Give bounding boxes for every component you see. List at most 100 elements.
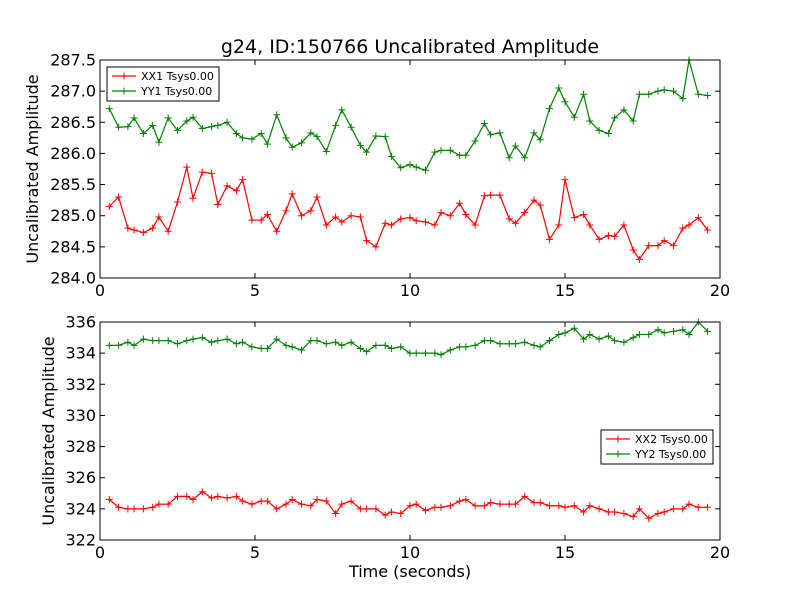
data-point bbox=[704, 327, 712, 335]
data-point bbox=[635, 90, 643, 98]
data-point bbox=[437, 146, 445, 154]
data-point bbox=[431, 148, 439, 156]
data-point bbox=[164, 337, 172, 345]
data-point bbox=[322, 340, 330, 348]
data-point bbox=[174, 492, 181, 500]
y-tick-label: 286.0 bbox=[50, 144, 96, 163]
data-point bbox=[183, 117, 191, 125]
data-point bbox=[604, 129, 612, 137]
data-point bbox=[645, 330, 653, 338]
data-point bbox=[307, 502, 315, 510]
data-point bbox=[124, 338, 132, 346]
data-point bbox=[412, 500, 420, 508]
legend-box bbox=[106, 66, 220, 102]
data-point bbox=[322, 148, 330, 156]
data-point bbox=[487, 191, 495, 199]
data-point bbox=[620, 106, 628, 114]
data-point bbox=[208, 338, 216, 346]
y-tick-label: 286.5 bbox=[50, 113, 96, 132]
data-point bbox=[496, 129, 504, 137]
data-point bbox=[372, 505, 380, 513]
data-point bbox=[595, 126, 603, 134]
x-axis-label: Time (seconds) bbox=[348, 562, 471, 581]
data-point bbox=[422, 166, 429, 174]
data-point bbox=[595, 505, 603, 513]
data-point bbox=[164, 500, 172, 508]
data-point bbox=[635, 505, 643, 513]
data-point bbox=[257, 344, 265, 352]
data-point bbox=[645, 242, 653, 250]
data-point bbox=[257, 216, 265, 224]
data-point bbox=[105, 341, 113, 349]
data-point bbox=[174, 340, 181, 348]
data-point bbox=[679, 224, 687, 232]
data-point bbox=[620, 510, 628, 518]
data-point bbox=[511, 142, 519, 150]
data-point bbox=[586, 117, 594, 125]
data-point bbox=[480, 120, 488, 128]
data-point bbox=[189, 113, 197, 121]
data-point bbox=[679, 505, 687, 513]
y-tick-label: 324 bbox=[65, 499, 96, 518]
data-point bbox=[462, 496, 470, 504]
data-point bbox=[670, 87, 677, 95]
data-point bbox=[307, 207, 315, 215]
data-point bbox=[645, 514, 653, 522]
data-point bbox=[670, 327, 677, 335]
data-point bbox=[530, 341, 538, 349]
y-tick-label: 285.0 bbox=[50, 206, 96, 225]
data-point bbox=[487, 337, 495, 345]
data-point bbox=[570, 214, 578, 222]
data-point bbox=[536, 136, 544, 144]
data-point bbox=[372, 132, 380, 140]
data-point bbox=[511, 219, 519, 227]
data-point bbox=[332, 338, 340, 346]
data-point bbox=[363, 148, 371, 156]
legend-label: XX2 Tsys0.00 bbox=[635, 433, 708, 446]
data-point bbox=[214, 492, 222, 500]
bottom-plot-panel: 0 5 10 15 20 322 324 326 328 330 332 334 336 Uncalibr… bbox=[39, 313, 730, 582]
legend-marker bbox=[614, 435, 622, 443]
y-tick-label: 322 bbox=[65, 531, 96, 550]
data-point bbox=[422, 218, 429, 226]
data-point bbox=[232, 129, 240, 137]
data-point bbox=[332, 121, 340, 129]
data-point bbox=[604, 232, 612, 240]
data-point bbox=[298, 500, 305, 508]
data-point bbox=[462, 210, 470, 218]
data-point bbox=[248, 216, 256, 224]
y-tick-label: 326 bbox=[65, 468, 96, 487]
legend-marker bbox=[120, 72, 128, 80]
data-point bbox=[381, 511, 389, 519]
data-point bbox=[338, 341, 346, 349]
data-point bbox=[322, 497, 330, 505]
y-tick-label: 330 bbox=[65, 406, 96, 425]
data-point bbox=[480, 192, 488, 200]
data-point bbox=[232, 187, 240, 195]
x-tick-label: 15 bbox=[555, 543, 575, 562]
data-point bbox=[115, 123, 123, 131]
legend-label: YY1 Tsys0.00 bbox=[140, 85, 212, 98]
data-point bbox=[189, 496, 197, 504]
data-point bbox=[307, 337, 315, 345]
data-point bbox=[555, 330, 563, 338]
data-point bbox=[338, 106, 346, 114]
data-point bbox=[332, 510, 340, 518]
data-point bbox=[239, 176, 247, 184]
x-tick-label: 0 bbox=[95, 281, 105, 300]
data-point bbox=[174, 198, 181, 206]
data-point bbox=[620, 338, 628, 346]
data-point bbox=[505, 340, 513, 348]
data-point bbox=[313, 133, 321, 141]
data-point bbox=[496, 340, 504, 348]
data-point bbox=[629, 246, 637, 254]
data-point bbox=[248, 135, 256, 143]
data-point bbox=[282, 134, 290, 142]
data-point bbox=[635, 255, 643, 263]
data-point bbox=[561, 503, 569, 511]
data-point bbox=[462, 343, 470, 351]
data-point bbox=[546, 105, 553, 113]
y-axis-label: Uncalibrated Amplitude bbox=[39, 336, 58, 525]
data-point bbox=[208, 494, 216, 502]
data-point bbox=[561, 98, 569, 106]
